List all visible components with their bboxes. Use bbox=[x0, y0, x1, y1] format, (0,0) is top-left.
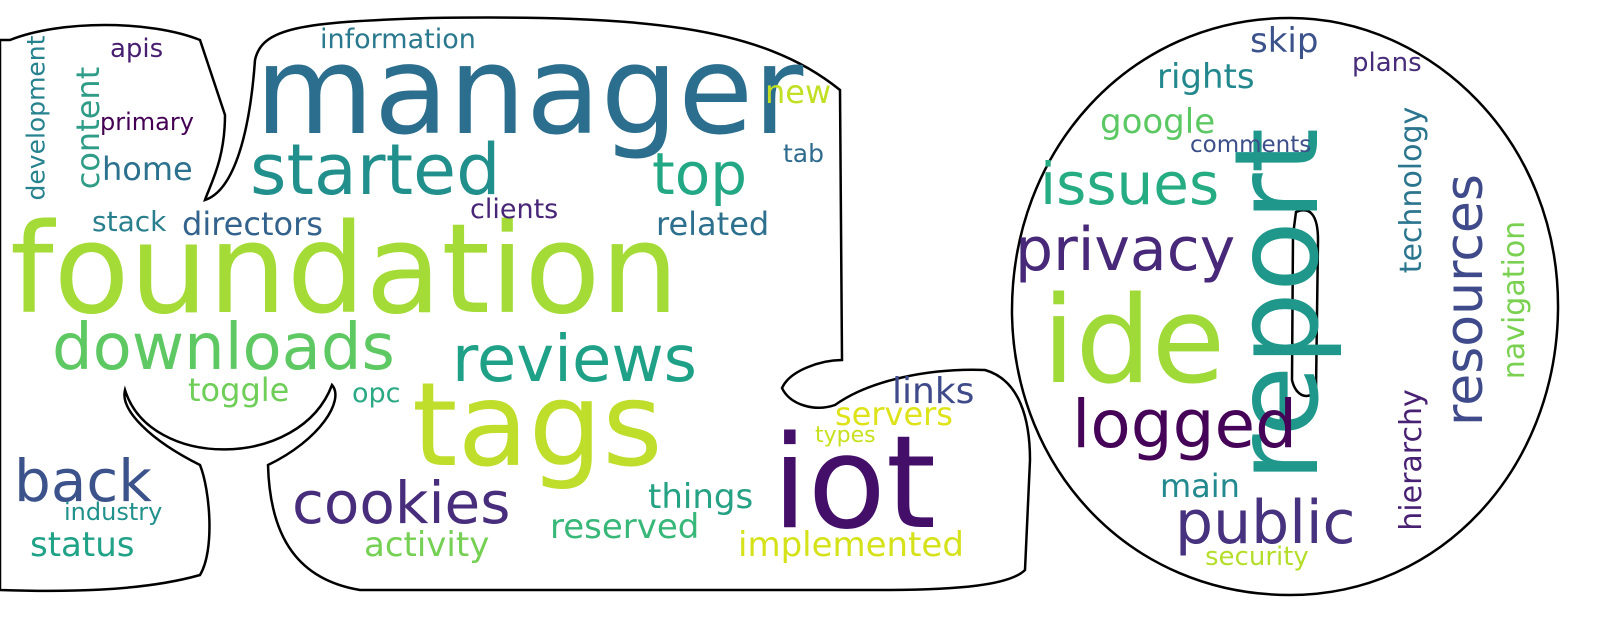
word-public: public bbox=[1175, 488, 1356, 558]
word-apis: apis bbox=[110, 34, 164, 64]
word-skip: skip bbox=[1250, 21, 1319, 61]
word-industry: industry bbox=[64, 498, 163, 526]
word-top: top bbox=[652, 140, 748, 208]
word-technology: technology bbox=[1394, 106, 1429, 274]
word-implemented: implemented bbox=[738, 525, 964, 565]
left-shape-outline bbox=[0, 16, 1032, 593]
word-navigation: navigation bbox=[1497, 220, 1532, 380]
word-rights: rights bbox=[1157, 57, 1255, 97]
word-clients: clients bbox=[470, 194, 559, 225]
word-links: links bbox=[892, 371, 975, 412]
word-issues: issues bbox=[1040, 150, 1220, 218]
word-reserved: reserved bbox=[550, 507, 700, 547]
word-started: started bbox=[250, 129, 501, 211]
word-things: things bbox=[648, 477, 754, 517]
word-activity: activity bbox=[364, 525, 490, 565]
word-foundation: foundation bbox=[10, 198, 679, 342]
word-privacy: privacy bbox=[1015, 215, 1236, 285]
word-plans: plans bbox=[1352, 48, 1422, 78]
word-home: home bbox=[102, 150, 193, 188]
word-iot: iot bbox=[772, 409, 937, 558]
word-tags: tags bbox=[412, 358, 663, 493]
word-reviews: reviews bbox=[452, 323, 697, 397]
word-toggle: toggle bbox=[188, 371, 290, 409]
word-manager: manager bbox=[255, 20, 804, 162]
word-servers: servers bbox=[835, 395, 953, 433]
word-information: information bbox=[320, 24, 476, 55]
word-google: google bbox=[1100, 102, 1216, 142]
word-resources: resources bbox=[1435, 173, 1495, 427]
word-directors: directors bbox=[182, 205, 323, 243]
word-development: development bbox=[21, 35, 51, 201]
word-stack: stack bbox=[92, 205, 167, 238]
word-status: status bbox=[30, 525, 135, 565]
word-comments: comments bbox=[1190, 132, 1312, 158]
word-logged: logged bbox=[1072, 386, 1298, 463]
word-main: main bbox=[1160, 467, 1240, 505]
word-primary: primary bbox=[100, 108, 194, 136]
right-circle-slot bbox=[1290, 209, 1320, 398]
word-hierarchy: hierarchy bbox=[1394, 389, 1429, 531]
word-opc: opc bbox=[352, 378, 401, 409]
right-circle-outline bbox=[1010, 16, 1560, 597]
word-tab: tab bbox=[783, 139, 824, 168]
word-ide: ide bbox=[1042, 272, 1226, 411]
word-cookies: cookies bbox=[292, 469, 511, 537]
word-related: related bbox=[656, 205, 770, 243]
word-types: types bbox=[815, 423, 876, 448]
word-downloads: downloads bbox=[52, 311, 395, 385]
word-back: back bbox=[14, 447, 152, 515]
word-new: new bbox=[765, 73, 832, 111]
word-security: security bbox=[1205, 542, 1309, 572]
